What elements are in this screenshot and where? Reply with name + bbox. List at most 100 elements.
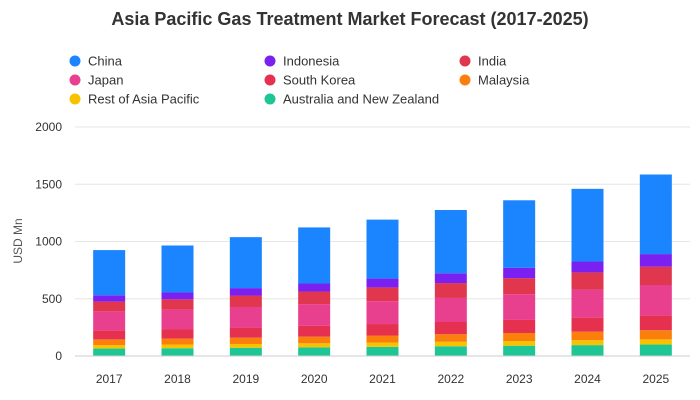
y-tick-label: 2000 [35,120,62,134]
bar-segment-india-2023 [503,278,536,295]
legend-label: Australia and New Zealand [283,92,439,107]
bar-stack-2018 [161,245,194,356]
x-tick-label: 2024 [574,372,601,386]
legend-item-south-korea[interactable]: South Korea [264,73,357,88]
bar-segment-rest-of-asia-pacific-2019 [229,343,262,348]
bar-segment-japan-2019 [229,306,262,328]
bar-segment-south-korea-2024 [571,317,604,332]
bar-segment-china-2022 [434,210,467,274]
bar-segment-china-2021 [366,219,399,279]
legend-swatch [459,55,471,67]
bar-segment-japan-2022 [434,297,467,322]
legend-swatch [69,93,81,105]
x-tick-label: 2018 [164,372,191,386]
chart-title: Asia Pacific Gas Treatment Market Foreca… [111,9,588,29]
legend-item-australia-and-new-zealand[interactable]: Australia and New Zealand [264,92,440,107]
legend-swatch [264,55,276,67]
bar-segment-south-korea-2023 [503,319,536,333]
y-tick-label: 500 [42,292,62,306]
bar-segment-rest-of-asia-pacific-2020 [298,343,331,348]
bar-segment-india-2021 [366,287,399,302]
bar-segment-malaysia-2023 [503,332,536,342]
bar-segment-rest-of-asia-pacific-2025 [639,339,672,345]
y-tick-label: 0 [55,349,62,363]
bar-stack-2017 [93,250,126,356]
legend-label: South Korea [283,73,356,88]
x-tick-label: 2022 [437,372,464,386]
y-axis-title: USD Mn [11,218,25,263]
bar-segment-japan-2021 [366,301,399,325]
legend-item-india[interactable]: India [459,54,507,69]
legend-label: Japan [88,73,123,88]
legend-item-rest-of-asia-pacific[interactable]: Rest of Asia Pacific [69,92,200,107]
bar-segment-south-korea-2018 [161,329,194,339]
bar-segment-india-2024 [571,272,604,290]
bar-segment-indonesia-2024 [571,261,604,273]
bar-segment-china-2025 [639,174,672,255]
bar-segment-australia-and-new-zealand-2020 [298,347,331,356]
legend-label: India [478,54,507,69]
bar-segment-india-2019 [229,295,262,307]
bar-segment-china-2018 [161,245,194,293]
bar-segment-australia-and-new-zealand-2019 [229,347,262,356]
bar-segment-malaysia-2022 [434,334,467,342]
bar-segment-indonesia-2017 [93,295,126,302]
legend-item-japan[interactable]: Japan [69,73,124,88]
bar-segment-china-2024 [571,188,604,262]
bar-segment-japan-2018 [161,309,194,330]
bar-segment-malaysia-2020 [298,336,331,344]
bar-segment-china-2020 [298,227,331,284]
bar-stack-2025 [639,174,672,356]
x-tick-label: 2017 [96,372,123,386]
bar-segment-south-korea-2025 [639,315,672,331]
x-tick-label: 2021 [369,372,396,386]
legend-item-china[interactable]: China [69,54,123,69]
bar-stack-2020 [298,227,331,356]
bar-segment-malaysia-2018 [161,338,194,345]
x-tick-label: 2025 [642,372,669,386]
bar-segment-australia-and-new-zealand-2017 [93,348,126,356]
x-axis: 2017 2018 2019 2020 2021 2022 2023 2024 2025 [75,355,690,386]
bar-segment-japan-2017 [93,311,126,331]
bar-stack-2022 [434,210,467,356]
bar-segment-malaysia-2017 [93,339,126,346]
y-axis: 0 500 1000 1500 2000 [35,120,62,363]
bar-segment-south-korea-2019 [229,327,262,338]
bar-segment-australia-and-new-zealand-2022 [434,346,467,356]
legend-label: China [88,54,123,69]
legend-item-malaysia[interactable]: Malaysia [459,73,531,88]
bar-segment-malaysia-2025 [639,330,672,340]
bar-segment-indonesia-2020 [298,283,331,292]
bar-segment-malaysia-2019 [229,337,262,344]
legend-label: Rest of Asia Pacific [88,92,200,107]
legend-swatch [264,93,276,105]
bar-segment-south-korea-2020 [298,325,331,337]
bar-segment-rest-of-asia-pacific-2023 [503,341,536,346]
bar-segment-indonesia-2022 [434,273,467,284]
bar-segment-india-2025 [639,266,672,286]
bar-segment-south-korea-2021 [366,324,399,336]
bar-segment-japan-2023 [503,294,536,320]
x-tick-label: 2023 [506,372,533,386]
bar-segment-india-2017 [93,301,126,312]
bar-segment-japan-2025 [639,285,672,316]
bar-segment-india-2022 [434,283,467,298]
bar-segment-australia-and-new-zealand-2024 [571,345,604,356]
bar-stack-2019 [229,237,262,356]
bar-segment-japan-2024 [571,289,604,318]
bars [93,174,672,356]
bar-segment-malaysia-2021 [366,335,399,343]
bar-segment-indonesia-2025 [639,254,672,267]
bar-segment-china-2023 [503,200,536,268]
x-tick-label: 2019 [232,372,259,386]
bar-segment-indonesia-2018 [161,292,194,300]
legend-swatch [69,55,81,67]
legend-swatch [459,74,471,86]
bar-segment-india-2018 [161,299,194,310]
legend-item-indonesia[interactable]: Indonesia [264,54,341,69]
legend-swatch [69,74,81,86]
bar-segment-china-2019 [229,237,262,289]
bar-segment-indonesia-2019 [229,288,262,296]
